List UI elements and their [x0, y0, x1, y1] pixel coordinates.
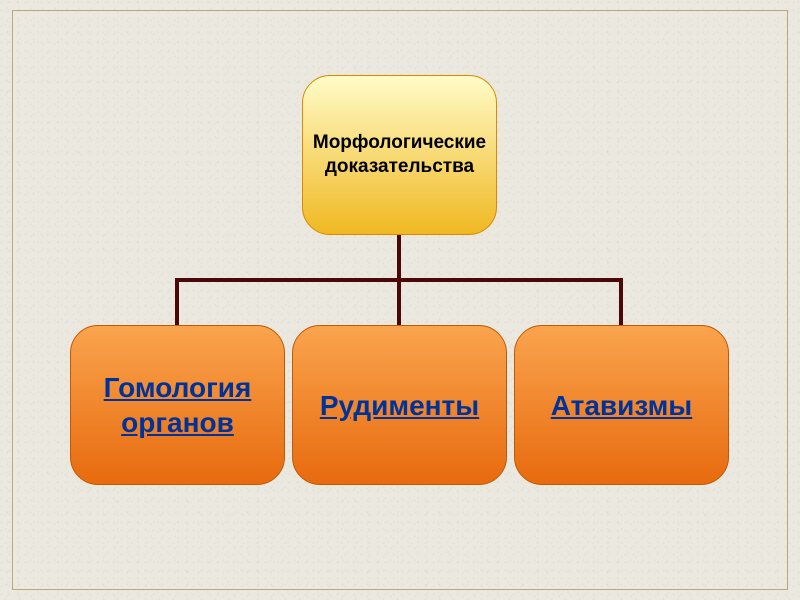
root-label: Морфологические доказательства [313, 131, 486, 179]
child-label-line1: Рудименты [320, 388, 479, 423]
child-node-atavisms[interactable]: Атавизмы [514, 325, 729, 485]
root-node: Морфологические доказательства [302, 75, 497, 235]
child-link-atavisms[interactable]: Атавизмы [551, 388, 692, 423]
child-node-rudiments[interactable]: Рудименты [292, 325, 507, 485]
hierarchy-diagram: Морфологические доказательства Гомология… [0, 0, 800, 600]
child-label-line1: Атавизмы [551, 388, 692, 423]
child-link-homology[interactable]: Гомология органов [104, 370, 252, 440]
root-label-line1: Морфологические [313, 131, 486, 155]
child-label-line1: Гомология [104, 370, 252, 405]
child-node-homology[interactable]: Гомология органов [70, 325, 285, 485]
root-label-line2: доказательства [313, 155, 486, 179]
child-link-rudiments[interactable]: Рудименты [320, 388, 479, 423]
child-label-line2: органов [104, 405, 252, 440]
